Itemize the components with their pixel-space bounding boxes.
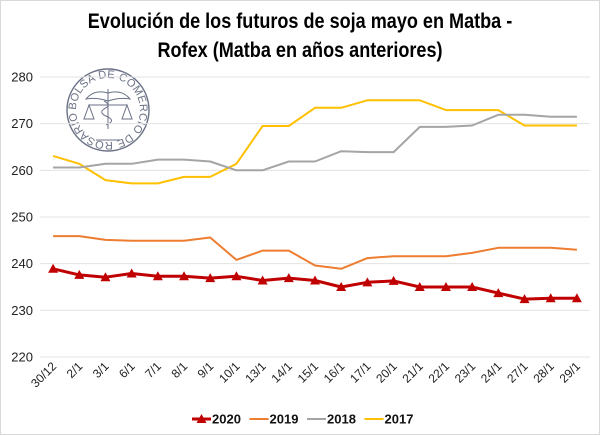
y-axis-ticks: 220 230 240 250 260 270 280 — [11, 70, 33, 365]
x-tick-label: 15/1 — [295, 359, 322, 386]
seal-outer-ring — [66, 68, 150, 152]
data-point-2020 — [545, 293, 556, 303]
data-point-2020 — [126, 268, 137, 278]
x-tick-label: 22/1 — [426, 359, 453, 386]
legend-item-2017: 2017 — [364, 412, 414, 427]
data-point-2020 — [283, 273, 294, 283]
data-point-2020 — [48, 263, 59, 273]
series-2017 — [52, 99, 577, 185]
x-tick-label: 28/1 — [530, 359, 557, 386]
series-2019 — [53, 235, 577, 270]
data-point-2020 — [571, 293, 582, 303]
legend-label: 2020 — [212, 412, 241, 427]
data-point-2020 — [467, 282, 478, 291]
x-axis-ticks: 30/12 2/1 3/1 6/1 7/1 8/1 9/1 10/1 13/1 14/1 15/1 1… — [28, 359, 583, 390]
legend-label: 2017 — [385, 412, 414, 427]
x-tick-label: 2/1 — [64, 359, 86, 381]
y-tick-label: 230 — [11, 303, 33, 318]
series-2018 — [53, 113, 577, 172]
data-point-2020 — [493, 288, 504, 298]
data-point-2020 — [231, 271, 242, 281]
x-tick-label: 10/1 — [216, 359, 243, 386]
data-point-2020 — [74, 269, 85, 279]
legend-marker — [196, 414, 207, 423]
legend-item-2020: 2020 — [192, 412, 241, 427]
caduceus-scales-seal-icon — [83, 89, 133, 141]
y-tick-label: 280 — [11, 70, 33, 85]
x-tick-label: 6/1 — [116, 359, 138, 381]
data-point-2020 — [310, 275, 320, 285]
y-tick-label: 220 — [11, 350, 33, 365]
x-tick-label: 27/1 — [504, 359, 531, 386]
x-tick-label: 9/1 — [195, 359, 217, 381]
x-tick-label: 17/1 — [347, 359, 374, 386]
x-tick-label: 16/1 — [321, 359, 348, 386]
chart-title-line-1: Evolución de los futuros de soja mayo en… — [87, 10, 513, 33]
data-point-2020 — [205, 273, 216, 283]
data-point-2020 — [362, 277, 373, 287]
data-point-2020 — [440, 282, 451, 291]
watermark-logo: BOLSA DE COMERCIO DE ROSARIO — [66, 68, 150, 152]
legend-item-2018: 2018 — [307, 412, 356, 427]
x-tick-label: 24/1 — [478, 359, 505, 386]
x-tick-label: 23/1 — [452, 359, 479, 386]
data-point-2020 — [336, 282, 347, 291]
y-tick-label: 250 — [11, 210, 33, 225]
data-point-2020 — [179, 271, 190, 281]
x-tick-label: 8/1 — [168, 359, 190, 381]
legend: 2020 2019 2018 2017 — [192, 412, 413, 427]
chart-title: Evolución de los futuros de soja mayo en… — [43, 7, 557, 65]
x-tick-label: 14/1 — [269, 359, 296, 386]
legend-label: 2018 — [327, 412, 356, 427]
data-point-2020 — [100, 272, 111, 282]
legend-item-2019: 2019 — [249, 412, 299, 427]
series-2020 — [48, 263, 582, 304]
data-point-2020 — [257, 275, 268, 285]
series-line-2018 — [53, 113, 577, 172]
legend-label: 2019 — [270, 412, 299, 427]
series-line-2019 — [53, 235, 577, 270]
x-tick-label: 21/1 — [399, 359, 426, 386]
data-point-2020 — [388, 275, 399, 285]
chart-title-line-2: Rofex (Matba en años anteriores) — [157, 39, 443, 62]
x-tick-label: 7/1 — [142, 359, 164, 381]
x-tick-label: 20/1 — [373, 359, 400, 386]
y-tick-label: 270 — [11, 116, 33, 131]
y-tick-label: 260 — [11, 163, 33, 178]
series-lines — [48, 99, 582, 304]
x-tick-label: 13/1 — [242, 359, 269, 386]
data-point-2020 — [519, 294, 530, 304]
x-tick-label: 29/1 — [557, 359, 584, 386]
data-point-2020 — [152, 271, 163, 281]
y-tick-label: 240 — [11, 256, 33, 271]
data-point-2020 — [414, 282, 425, 291]
series-line-2017 — [52, 99, 577, 185]
gridlines — [40, 76, 590, 358]
x-tick-label: 3/1 — [90, 359, 112, 381]
